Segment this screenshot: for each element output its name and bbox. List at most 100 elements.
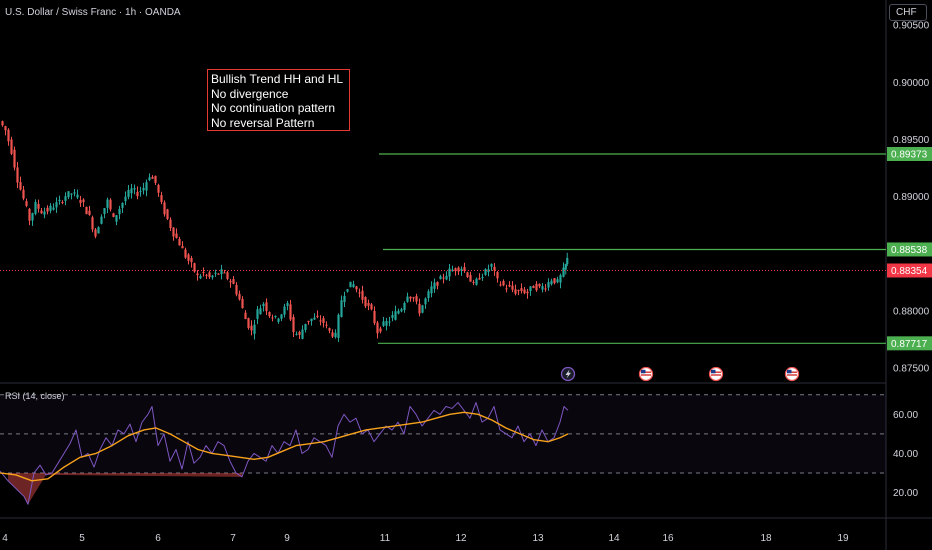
candle-body (451, 269, 454, 272)
candle-body (154, 175, 157, 183)
candle-body (328, 328, 331, 331)
rsi-oversold-fill (8, 472, 242, 505)
candle-body (187, 254, 190, 261)
candle-body (199, 275, 202, 279)
current-price-label: 0.88354 (891, 266, 928, 277)
candle-body (196, 273, 199, 276)
candle-body (535, 283, 538, 291)
candle-body (88, 210, 91, 215)
candle-body (364, 296, 367, 307)
candle-body (463, 267, 466, 271)
candle-body (532, 285, 535, 289)
candle-body (358, 292, 361, 294)
levels-layer (0, 153, 886, 344)
candle-body (481, 277, 484, 279)
candle-body (340, 300, 343, 317)
candle-body (100, 216, 103, 224)
candle-body (130, 188, 133, 194)
candle-body (34, 202, 37, 214)
candle-body (274, 315, 277, 317)
candle-body (382, 321, 385, 326)
candle-body (37, 203, 40, 209)
candle-body (418, 303, 421, 314)
candle-body (220, 269, 223, 275)
candle-body (283, 306, 286, 315)
lightning-event-icon[interactable] (560, 366, 576, 382)
candle-body (157, 185, 160, 193)
candle-body (175, 233, 178, 239)
candle-body (301, 329, 304, 339)
candle-body (400, 309, 403, 312)
candle-body (385, 321, 388, 326)
candle-body (454, 268, 457, 272)
candle-body (445, 275, 448, 280)
candle-body (214, 272, 217, 274)
candle-body (148, 177, 151, 181)
candle-body (460, 268, 463, 271)
candle-body (124, 196, 127, 202)
price-tick-label: 0.90000 (893, 78, 930, 89)
candle-body (76, 194, 79, 198)
candle-body (361, 290, 364, 300)
candle-body (163, 202, 166, 215)
candle-body (547, 282, 550, 288)
candle-body (115, 215, 118, 222)
us-flag-event-icon[interactable] (784, 366, 800, 382)
candle-body (1, 121, 4, 126)
us-flag-event-icon[interactable] (708, 366, 724, 382)
annotation-line: No reversal Pattern (211, 115, 315, 130)
candle-body (58, 199, 61, 202)
candle-body (478, 278, 481, 280)
current-price-tag (887, 263, 932, 278)
candle-body (295, 333, 298, 335)
candle-body (271, 317, 274, 319)
price-tick-label: 0.89500 (893, 135, 930, 146)
time-tick-label: 13 (532, 533, 544, 544)
candle-body (319, 320, 322, 322)
candle-body (97, 227, 100, 234)
events-layer (560, 366, 800, 382)
candle-body (310, 318, 313, 322)
candle-body (379, 328, 382, 332)
price-tick-label: 0.89000 (893, 192, 930, 203)
candle-body (145, 182, 148, 191)
candle-body (343, 296, 346, 303)
candle-body (523, 289, 526, 294)
candle-body (190, 258, 193, 263)
candle-body (160, 195, 163, 202)
candle-body (412, 297, 415, 299)
candle-body (564, 264, 567, 270)
currency-selector[interactable]: CHF (889, 4, 927, 21)
candle-body (16, 167, 19, 183)
candle-body (388, 321, 391, 323)
candle-body (367, 302, 370, 306)
candle-body (487, 269, 490, 273)
candle-body (25, 201, 28, 206)
candle-body (457, 267, 460, 272)
annotation-line: No divergence (211, 86, 289, 101)
candle-body (514, 289, 517, 294)
annotation-box[interactable]: Bullish Trend HH and HL No divergence No… (207, 69, 350, 131)
candle-body (304, 323, 307, 330)
candle-body (109, 199, 112, 210)
candle-body (526, 291, 529, 294)
candle-body (247, 318, 250, 329)
candle-body (256, 309, 259, 319)
candle-body (484, 269, 487, 275)
candle-body (325, 324, 328, 326)
level-price-label: 0.87717 (891, 339, 928, 350)
us-flag-event-icon[interactable] (638, 366, 654, 382)
symbol-title: U.S. Dollar / Swiss Franc · 1h · OANDA (5, 7, 181, 18)
candle-body (85, 206, 88, 215)
level-price-tag (887, 242, 932, 257)
level-price-label: 0.88538 (891, 245, 928, 256)
candle-body (496, 272, 499, 279)
candle-body (73, 192, 76, 194)
level-price-label: 0.89373 (891, 150, 928, 161)
candle-body (517, 290, 520, 292)
candle-body (490, 263, 493, 267)
time-tick-label: 7 (230, 533, 236, 544)
candle-body (133, 188, 136, 190)
